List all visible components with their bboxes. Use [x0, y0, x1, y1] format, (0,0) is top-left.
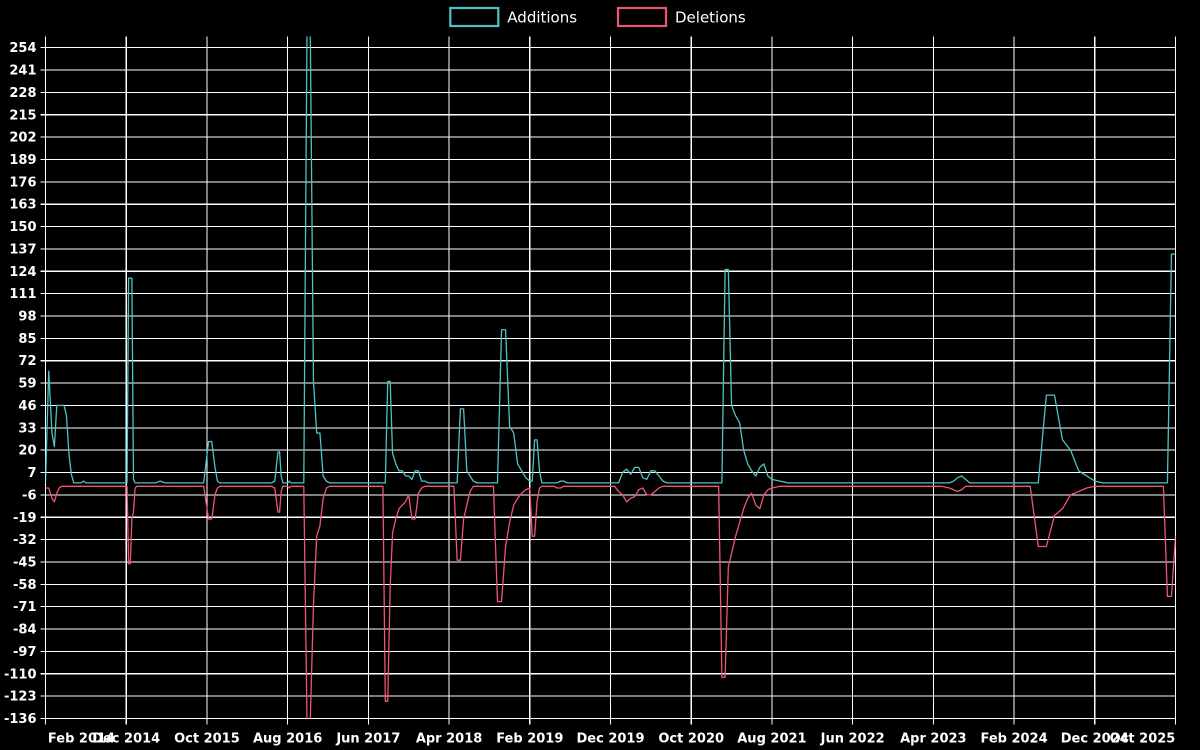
y-axis-label: 111 — [9, 287, 36, 302]
y-axis-label: 59 — [18, 377, 36, 392]
x-axis-label: Dec 2019 — [576, 732, 644, 747]
y-axis-label: -84 — [13, 623, 37, 638]
x-axis-label: Dec 2014 — [92, 732, 160, 747]
x-axis-label: Aug 2016 — [253, 732, 322, 747]
legend-swatch-deletions[interactable] — [616, 6, 668, 28]
x-axis-label: Aug 2021 — [737, 732, 806, 747]
series-line-deletions — [45, 485, 1176, 719]
y-axis-label: 98 — [18, 310, 36, 325]
y-axis-label: -19 — [13, 511, 37, 526]
legend-label-additions[interactable]: Additions — [507, 9, 577, 27]
y-axis-label: 46 — [18, 399, 36, 414]
y-axis-label: 150 — [9, 220, 36, 235]
y-axis-label: -71 — [13, 600, 37, 615]
y-axis-label: 85 — [18, 332, 36, 347]
y-axis-label: 241 — [9, 64, 36, 79]
y-axis-label: -97 — [13, 645, 37, 660]
x-axis-label: Apr 2018 — [416, 732, 483, 747]
y-axis-label: 20 — [18, 444, 36, 459]
y-axis-label: -136 — [4, 712, 37, 727]
y-axis-label: 72 — [18, 354, 36, 369]
y-axis-label: -45 — [13, 555, 37, 570]
y-axis-label: 33 — [18, 421, 36, 436]
y-axis-label: -32 — [13, 533, 37, 548]
y-axis-label: 163 — [9, 198, 36, 213]
x-axis-label: Dec 2024 — [1061, 732, 1129, 747]
y-axis-label: 228 — [9, 86, 36, 101]
x-axis-label: Apr 2023 — [900, 732, 967, 747]
x-axis-label: Feb 2024 — [980, 732, 1047, 747]
data-series — [45, 36, 1176, 719]
chart-legend[interactable]: Additions Deletions — [449, 6, 746, 28]
x-axis-label: Oct 2015 — [174, 732, 240, 747]
y-axis-label: -110 — [4, 667, 37, 682]
grid-lines — [44, 36, 1177, 720]
y-axis-label: 7 — [27, 466, 36, 481]
y-axis-ticks: 254 241 228 215 202 189 176 163 150 137 124 111 98 85… — [4, 41, 46, 727]
y-axis-label: 124 — [9, 265, 36, 280]
y-axis-label: 189 — [9, 153, 36, 168]
x-axis-label: Feb 2014 — [48, 732, 115, 747]
x-axis-label: Oct 2025 — [1110, 732, 1176, 747]
series-line-additions — [45, 36, 1176, 484]
x-axis-label: Oct 2020 — [658, 732, 724, 747]
x-axis-label: Feb 2019 — [496, 732, 563, 747]
y-axis-label: -6 — [22, 488, 36, 503]
y-axis-label: 215 — [9, 108, 36, 123]
y-axis-label: 176 — [9, 175, 36, 190]
y-axis-label: 202 — [9, 131, 36, 146]
y-axis-label: -123 — [4, 690, 37, 705]
y-axis-label: 254 — [9, 41, 36, 56]
legend-swatch-additions[interactable] — [449, 6, 500, 28]
legend-label-deletions[interactable]: Deletions — [675, 9, 746, 27]
x-axis-label: Jun 2022 — [820, 732, 885, 747]
y-axis-label: 137 — [9, 242, 36, 257]
y-axis-label: -58 — [13, 578, 37, 593]
x-axis-label: Jun 2017 — [335, 732, 400, 747]
